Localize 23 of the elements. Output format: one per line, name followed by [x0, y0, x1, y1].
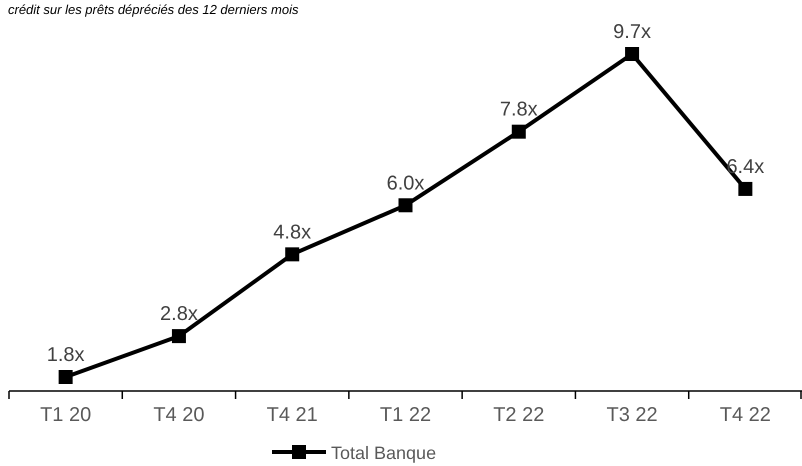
point: [398, 198, 412, 212]
data-label: 6.0x: [386, 172, 424, 194]
point: [738, 182, 752, 196]
x-tick-label: T1 22: [380, 404, 432, 426]
data-label: 6.4x: [726, 156, 764, 178]
x-tick-label: T4 22: [720, 404, 771, 426]
data-label: 4.8x: [273, 221, 312, 244]
point: [172, 329, 186, 344]
point: [285, 247, 300, 262]
x-tick-label: T4 21: [266, 404, 318, 426]
data-label: 7.8x: [500, 98, 538, 121]
x-tick-label: T1 20: [40, 404, 92, 426]
legend-label: Total Banque: [331, 443, 436, 463]
data-label: 9.7x: [613, 21, 651, 43]
x-tick-label: T2 22: [493, 404, 544, 426]
point: [512, 124, 526, 139]
point: [58, 370, 73, 384]
x-tick-label: T3 22: [606, 404, 658, 426]
data-label: 1.8x: [46, 344, 85, 366]
point: [625, 47, 640, 61]
chart-title: crédit sur les prêts dépréciés des 12 derniers mois: [8, 2, 299, 17]
data-label: 2.8x: [160, 303, 198, 326]
x-tick-label: T4 20: [153, 404, 205, 426]
